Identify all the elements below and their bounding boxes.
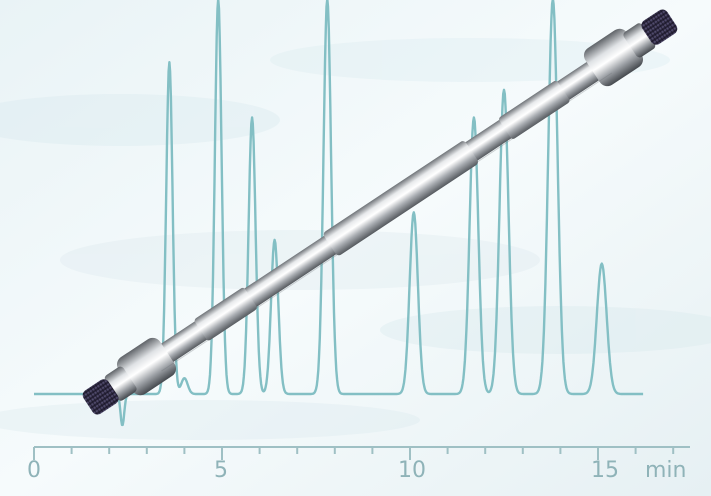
right-nut: [623, 23, 656, 58]
left-cap: [82, 379, 119, 415]
axis-unit-label: min: [645, 458, 687, 483]
tick-label-15: 15: [591, 458, 619, 483]
chromatogram-trace: [33, 0, 644, 427]
time-axis-ticks: [33, 447, 675, 460]
column-band-left: [194, 287, 257, 341]
tick-label-0: 0: [27, 458, 41, 483]
tick-label-10: 10: [398, 458, 426, 483]
left-nut: [104, 366, 137, 401]
tick-label-5: 5: [214, 458, 228, 483]
column-sleeve: [323, 141, 478, 256]
hplc-column: [82, 9, 678, 415]
column-band-right: [499, 80, 570, 139]
right-cap: [641, 9, 678, 45]
